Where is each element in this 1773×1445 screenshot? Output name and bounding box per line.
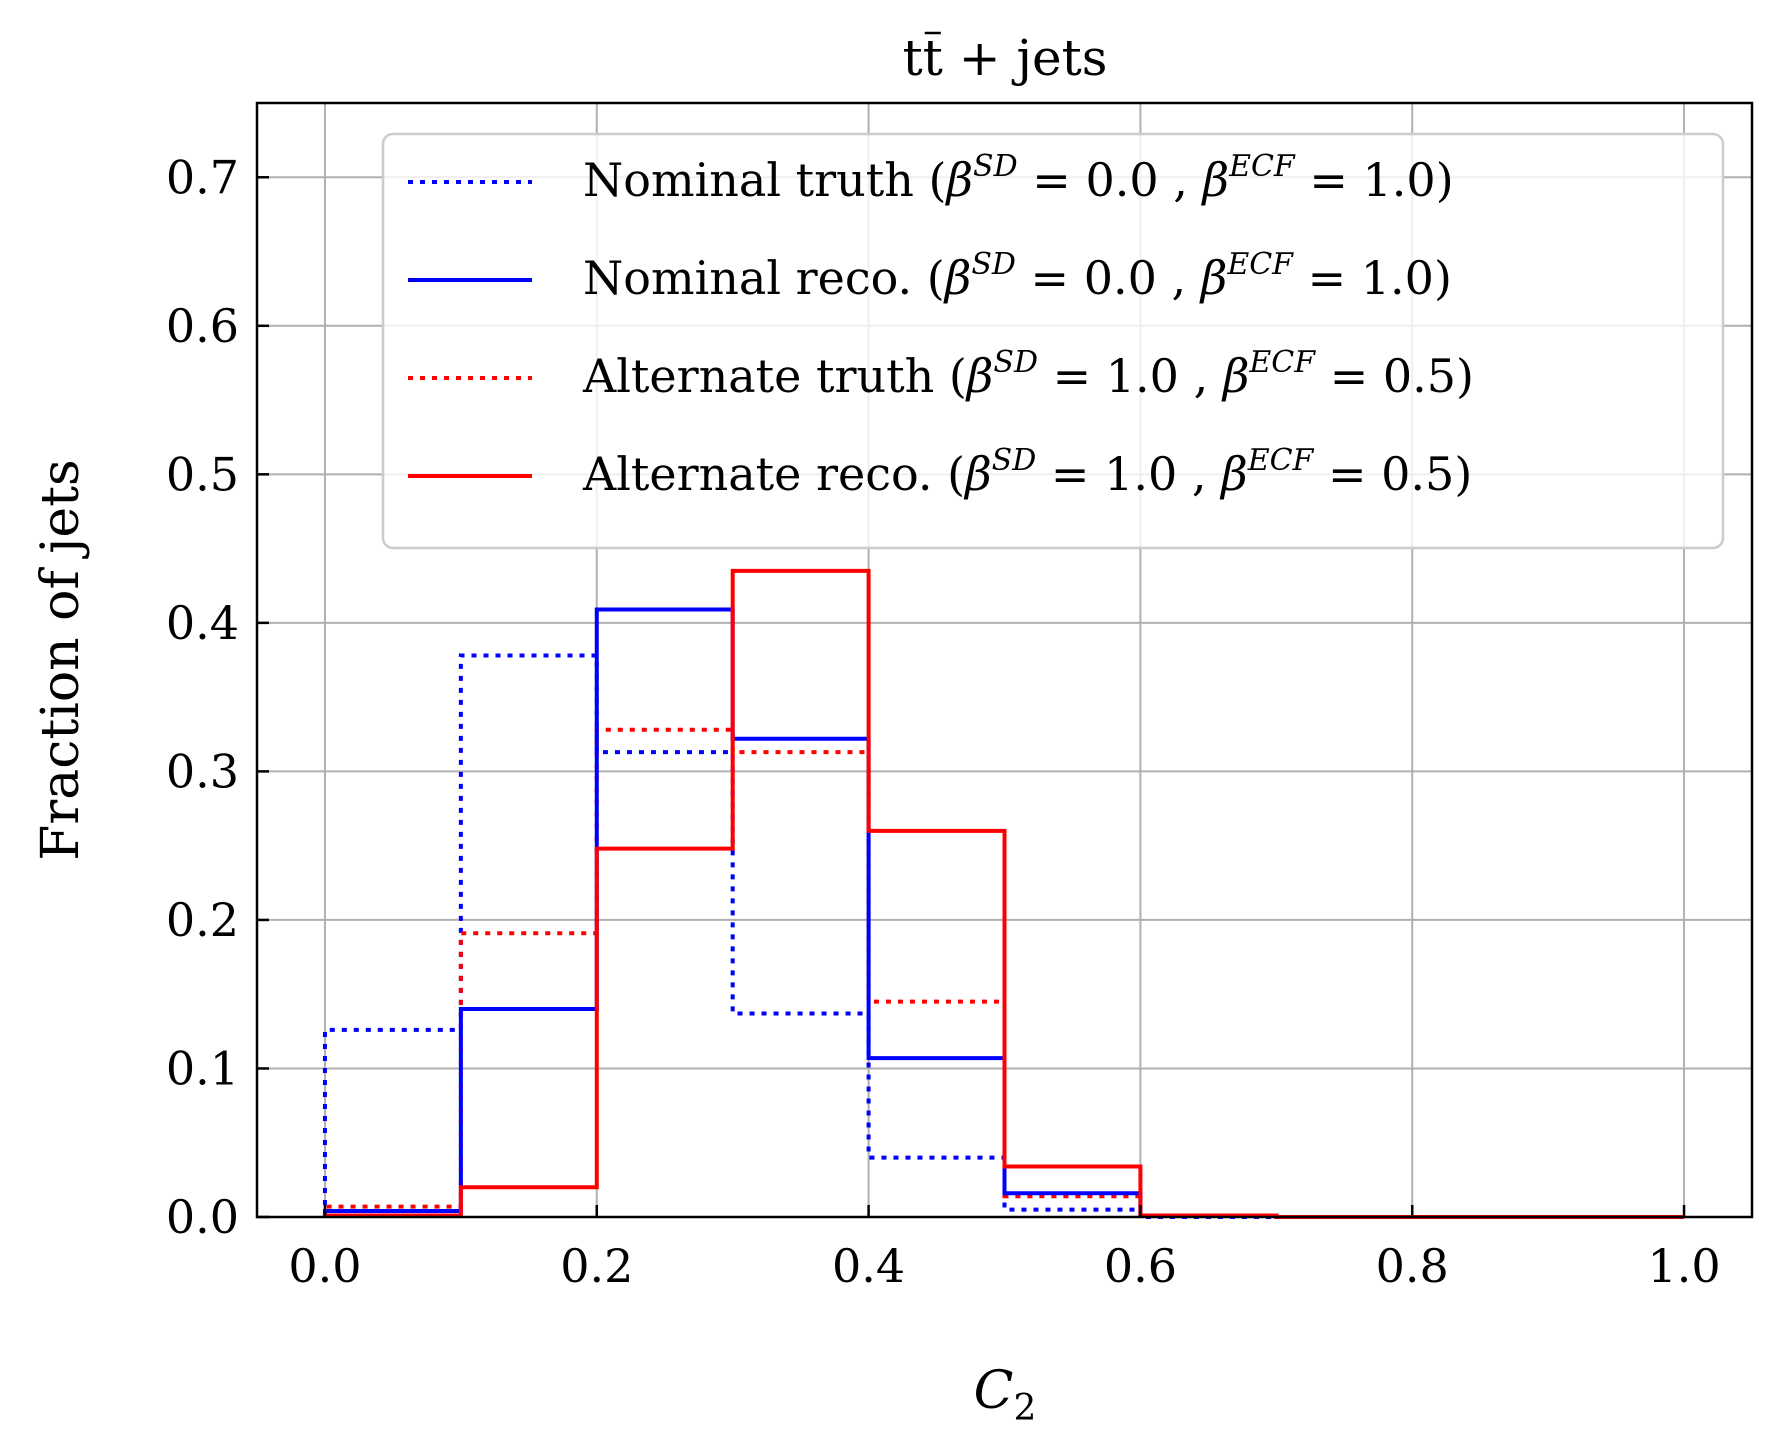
legend: Nominal truth (βSD = 0.0 , βECF = 1.0) No… [381, 132, 1725, 550]
legend-label: Nominal reco. (βSD = 0.0 , βECF = 1.0) [583, 247, 1452, 305]
legend-entry: Alternate truth (βSD = 1.0 , βECF = 0.5) [408, 345, 1474, 403]
legend-box [381, 132, 1725, 550]
legend-label: Alternate truth (βSD = 1.0 , βECF = 0.5) [582, 345, 1474, 403]
axis-labels: 0.0 0.2 0.4 0.6 0.8 1.0 0.0 0.1 0.2 0.3 0.4 0.5 0.6 0… [166, 150, 1721, 1293]
x-tick-label: 0.2 [560, 1239, 633, 1293]
x-tick-label: 0.0 [288, 1239, 361, 1293]
legend-entry: Nominal reco. (βSD = 0.0 , βECF = 1.0) [408, 247, 1452, 305]
series-alternate-reco [322, 568, 1685, 1219]
y-tick-label: 0.6 [166, 299, 239, 353]
legend-label: Nominal truth (βSD = 0.0 , βECF = 1.0) [583, 149, 1454, 207]
y-tick-label: 0.4 [166, 596, 239, 650]
title-t: t [903, 29, 923, 87]
y-tick-label: 0.7 [166, 150, 239, 204]
title-t-bar: t [923, 29, 943, 87]
plot-frame [255, 101, 1754, 1219]
axis-ticks [257, 176, 1686, 1219]
legend-entries: Nominal truth (βSD = 0.0 , βECF = 1.0) No… [408, 149, 1474, 501]
y-tick-label: 0.2 [166, 893, 239, 947]
y-tick-label: 0.3 [166, 744, 239, 798]
x-axis-title: C2 [974, 1361, 1037, 1429]
x-tick-label: 1.0 [1647, 1239, 1720, 1293]
x-tick-label: 0.6 [1104, 1239, 1177, 1293]
legend-label: Alternate reco. (βSD = 1.0 , βECF = 0.5) [582, 443, 1472, 501]
y-tick-label: 0.1 [166, 1041, 239, 1095]
y-tick-label: 0.5 [166, 447, 239, 501]
series-layer [322, 568, 1685, 1219]
legend-entry: Nominal truth (βSD = 0.0 , βECF = 1.0) [408, 149, 1454, 207]
y-tick-label: 0.0 [166, 1190, 239, 1244]
x-tick-label: 0.4 [832, 1239, 905, 1293]
chart-title: tt + jets [903, 29, 1108, 87]
y-axis-title: Fraction of jets [31, 459, 91, 860]
legend-entry: Alternate reco. (βSD = 1.0 , βECF = 0.5) [408, 443, 1472, 501]
title-rest: + jets [943, 29, 1108, 87]
x-tick-label: 0.8 [1376, 1239, 1449, 1293]
